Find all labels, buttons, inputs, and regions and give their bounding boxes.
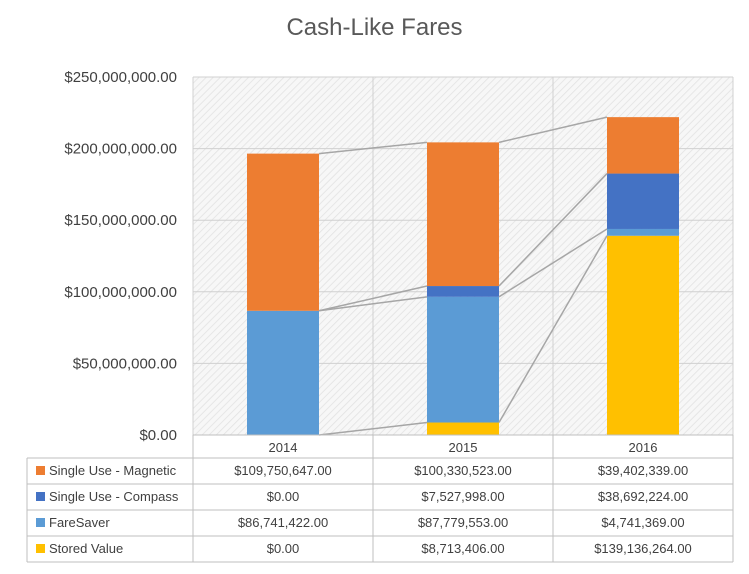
series-line xyxy=(498,228,608,298)
y-tick-label: $150,000,000.00 xyxy=(64,212,177,229)
series-line xyxy=(498,173,608,287)
bar-segment xyxy=(607,235,679,435)
data-value: $0.00 xyxy=(267,541,300,556)
chart-title: Cash-Like Fares xyxy=(286,14,463,41)
y-tick-label: $50,000,000.00 xyxy=(73,355,177,372)
x-tick-label: 2015 xyxy=(449,440,478,455)
y-tick-label: $200,000,000.00 xyxy=(64,141,177,158)
legend-label: FareSaver xyxy=(49,515,110,530)
x-tick-label: 2014 xyxy=(269,440,298,455)
legend-key xyxy=(36,544,45,553)
series-line xyxy=(318,296,428,312)
x-tick-label: 2016 xyxy=(629,440,658,455)
bar-segment xyxy=(427,286,499,297)
series-line xyxy=(318,421,428,436)
y-axis: $0.00 $50,000,000.00 $100,000,000.00 $150,0… xyxy=(64,69,177,444)
data-value: $39,402,339.00 xyxy=(598,463,688,478)
legend-label: Stored Value xyxy=(49,541,123,556)
bar-segment xyxy=(427,142,499,287)
data-value: $8,713,406.00 xyxy=(421,541,504,556)
legend-key xyxy=(36,518,45,527)
data-value: $0.00 xyxy=(267,489,300,504)
data-value: $86,741,422.00 xyxy=(238,515,328,530)
legend-label: Single Use - Compass xyxy=(49,489,179,504)
data-value: $4,741,369.00 xyxy=(601,515,684,530)
y-tick-label: $250,000,000.00 xyxy=(64,69,177,86)
bar-segment xyxy=(607,117,679,174)
series-line xyxy=(318,141,428,155)
data-table: 2014 2015 2016 Single Use - Magnetic $109,75… xyxy=(26,434,734,563)
legend-label: Single Use - Magnetic xyxy=(49,463,177,478)
legend-key xyxy=(36,466,45,475)
data-value: $87,779,553.00 xyxy=(418,515,508,530)
y-tick-label: $100,000,000.00 xyxy=(64,284,177,301)
bar-segment xyxy=(607,228,679,236)
series-line xyxy=(318,285,428,312)
series-line xyxy=(498,116,608,144)
bar-segment xyxy=(427,422,499,435)
data-value: $100,330,523.00 xyxy=(414,463,512,478)
bars xyxy=(247,117,679,435)
bar-segment xyxy=(607,173,679,229)
data-value: $38,692,224.00 xyxy=(598,489,688,504)
series-lines xyxy=(318,116,608,436)
data-value: $139,136,264.00 xyxy=(594,541,692,556)
data-value: $7,527,998.00 xyxy=(421,489,504,504)
y-tick-label: $0.00 xyxy=(139,427,177,444)
bar-segment xyxy=(247,153,319,311)
series-line xyxy=(498,235,608,423)
legend-key xyxy=(36,492,45,501)
bar-segment xyxy=(247,310,319,435)
bar-segment xyxy=(427,296,499,423)
data-value: $109,750,647.00 xyxy=(234,463,332,478)
